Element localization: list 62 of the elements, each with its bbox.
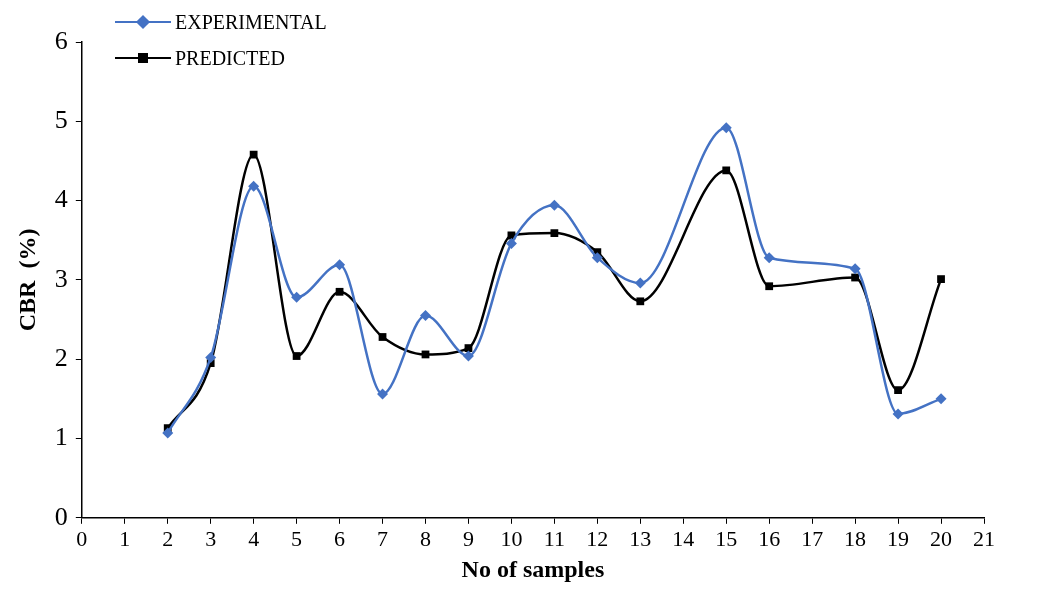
x-tick-label: 9 <box>462 525 474 551</box>
point <box>505 237 517 249</box>
x-tick-label: 10 <box>500 525 523 551</box>
point <box>291 291 303 303</box>
x-tick-label: 6 <box>334 525 346 551</box>
x-tick-label: 19 <box>887 525 910 551</box>
x-tick-label: 0 <box>76 525 88 551</box>
point <box>763 252 775 264</box>
x-axis-title: No of samples <box>461 555 605 582</box>
y-tick-label: 1 <box>54 422 68 452</box>
x-tick-label: 16 <box>758 525 781 551</box>
point <box>722 166 731 175</box>
point <box>378 333 387 341</box>
y-tick-label: 2 <box>54 343 68 373</box>
x-tick-label: 13 <box>629 525 652 551</box>
point <box>634 277 646 289</box>
point <box>765 282 774 291</box>
y-tick-label: 5 <box>54 105 68 135</box>
x-tick-label: 8 <box>420 525 431 551</box>
point <box>720 122 732 134</box>
point <box>205 352 217 364</box>
point <box>248 180 260 192</box>
point <box>849 263 861 275</box>
point <box>420 310 431 322</box>
point <box>162 427 174 439</box>
point <box>249 150 258 159</box>
x-tick-label: 3 <box>205 525 217 551</box>
point <box>292 352 301 360</box>
x-tick-label: 7 <box>377 525 389 551</box>
point <box>462 350 474 362</box>
point <box>591 252 603 264</box>
x-tick-label: 4 <box>248 525 260 551</box>
x-tick-label: 20 <box>930 525 953 551</box>
point <box>636 297 645 306</box>
x-tick-label: 21 <box>973 525 995 551</box>
y-tick-label: 3 <box>54 263 68 293</box>
point <box>937 275 945 283</box>
x-tick-label: 1 <box>119 525 131 551</box>
point <box>335 287 344 296</box>
y-tick-label: 4 <box>54 184 68 214</box>
x-tick-label: 18 <box>844 525 867 551</box>
point <box>334 259 346 271</box>
point <box>894 386 902 395</box>
legend-label: PREDICTED <box>175 46 285 70</box>
point <box>851 273 859 282</box>
x-tick-label: 11 <box>543 525 565 551</box>
point <box>892 408 904 420</box>
legend-label: EXPERIMENTAL <box>175 10 327 34</box>
point <box>935 393 947 405</box>
point <box>464 344 473 352</box>
point <box>550 229 559 237</box>
y-tick-label: 0 <box>54 501 68 531</box>
y-tick-label: 6 <box>54 25 68 55</box>
point <box>548 199 560 211</box>
x-tick-label: 12 <box>586 525 609 551</box>
x-tick-label: 17 <box>801 525 824 551</box>
x-tick-label: 5 <box>291 525 303 551</box>
point <box>377 388 389 400</box>
x-tick-label: 2 <box>162 525 174 551</box>
x-tick-label: 14 <box>672 525 695 551</box>
y-axis-title: CBR (%) <box>13 228 40 332</box>
x-tick-label: 15 <box>715 525 738 551</box>
